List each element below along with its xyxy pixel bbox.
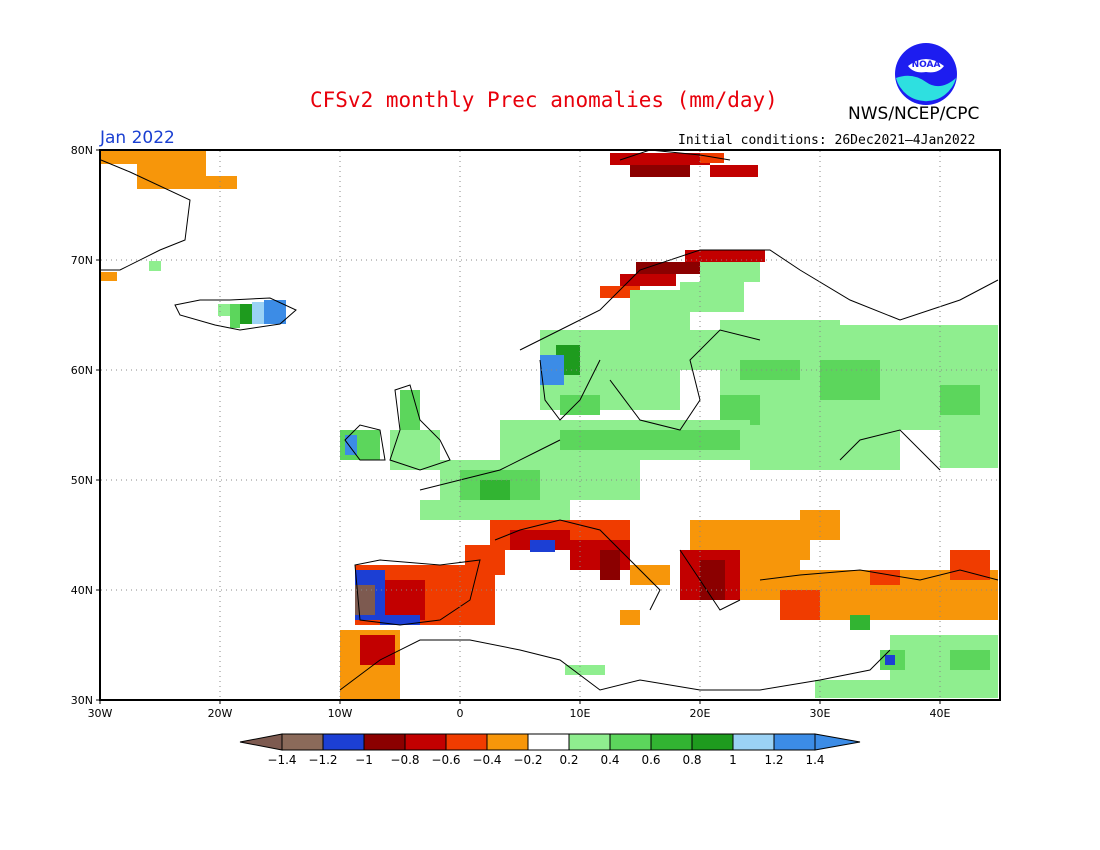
organization-label: NWS/NCEP/CPC: [848, 104, 980, 124]
lon-label: 20W: [208, 707, 233, 720]
colorbar-swatch: [404, 733, 447, 751]
lat-label: 70N: [71, 254, 93, 267]
lon-label: 10W: [328, 707, 353, 720]
lon-label: 40E: [930, 707, 951, 720]
colorbar-swatch: [486, 733, 529, 751]
colorbar-swatch: [568, 733, 611, 751]
forecast-month-label: Jan 2022: [100, 128, 175, 148]
map-ticks: [96, 149, 941, 704]
anomaly-region-scandinavia: [540, 262, 998, 430]
lon-label: 10E: [570, 707, 591, 720]
anomaly-region-western-europe: [420, 420, 998, 520]
colorbar-tick-label: −0.4: [472, 753, 501, 767]
chart-title: CFSv2 monthly Prec anomalies (mm/day): [310, 88, 778, 112]
coastlines: [100, 149, 999, 691]
lat-label: 50N: [71, 474, 93, 487]
lon-label: 30E: [810, 707, 831, 720]
colorbar-swatch: [527, 733, 570, 751]
colorbar-tick-label: 1: [729, 753, 737, 767]
colorbar-tick-label: 0.2: [559, 753, 578, 767]
colorbar-tick-label: 1.4: [805, 753, 824, 767]
colorbar-tick-label: −0.6: [431, 753, 460, 767]
colorbar-swatch: [732, 733, 775, 751]
colorbar: −1.4 −1.2 −1 −0.8 −0.6 −0.4 −0.2 0.2 0.4 0.6 0.8 1 1…: [239, 733, 861, 767]
colorbar-tick-label: −0.2: [513, 753, 542, 767]
lat-label: 40N: [71, 584, 93, 597]
colorbar-swatch: [363, 733, 406, 751]
colorbar-swatch: [322, 733, 365, 751]
colorbar-tick-label: 0.8: [682, 753, 701, 767]
colorbar-swatch: [281, 733, 324, 751]
colorbar-tick-label: 0.6: [641, 753, 660, 767]
map-frame: [99, 149, 1001, 701]
initial-conditions-label: Initial conditions: 26Dec2021–4Jan2022: [678, 133, 976, 148]
anomaly-region-british-isles: [340, 390, 440, 470]
colorbar-tick-label: −1.4: [267, 753, 296, 767]
colorbar-swatch: [773, 733, 816, 751]
lon-label: 0: [457, 707, 464, 720]
anomaly-region-balkans: [680, 510, 998, 620]
lat-label: 60N: [71, 364, 93, 377]
colorbar-swatch: [650, 733, 693, 751]
colorbar-tick-label: −1.2: [308, 753, 337, 767]
noaa-logo-text: NOAA: [912, 60, 941, 70]
anomaly-region-greenland: [101, 151, 237, 281]
colorbar-swatch: [609, 733, 652, 751]
lat-label: 30N: [71, 694, 93, 707]
colorbar-arrow-left: [239, 733, 283, 751]
anomaly-region-svalbard: [610, 153, 758, 177]
colorbar-tick-label: −0.8: [390, 753, 419, 767]
colorbar-swatch: [445, 733, 488, 751]
lat-label: 80N: [71, 144, 93, 157]
colorbar-tick-label: 0.4: [600, 753, 619, 767]
colorbar-tick-label: 1.2: [764, 753, 783, 767]
lon-label: 30W: [88, 707, 113, 720]
colorbar-swatch: [691, 733, 734, 751]
anomaly-region-iceland: [218, 300, 286, 328]
colorbar-tick-label: −1: [355, 753, 373, 767]
noaa-logo: NOAA: [895, 43, 957, 105]
colorbar-arrow-right: [814, 733, 861, 751]
anomaly-region-france-italy: [490, 520, 670, 625]
lon-label: 20E: [690, 707, 711, 720]
anomaly-region-east-med: [565, 615, 998, 698]
